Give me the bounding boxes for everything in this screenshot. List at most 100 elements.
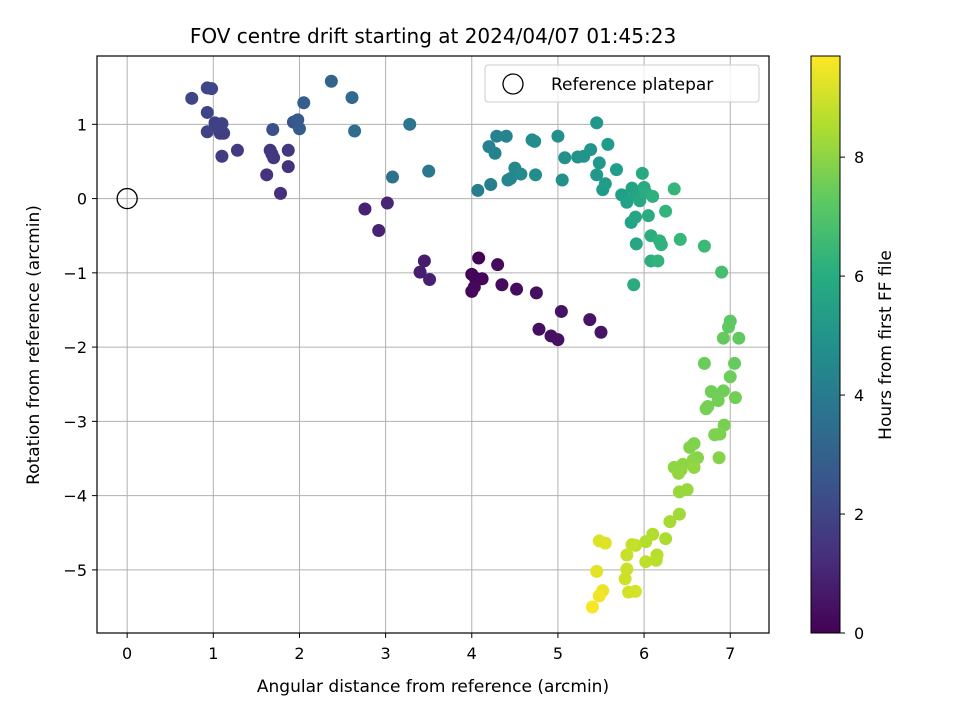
data-point bbox=[200, 105, 214, 119]
data-point bbox=[274, 186, 288, 200]
data-point bbox=[281, 160, 295, 174]
data-point bbox=[292, 122, 306, 136]
data-point bbox=[667, 182, 681, 196]
data-point bbox=[265, 147, 279, 161]
data-point bbox=[345, 91, 359, 105]
y-axis-label: Rotation from reference (arcmin) bbox=[24, 205, 44, 485]
colorbar-gradient bbox=[810, 55, 841, 634]
data-point bbox=[618, 572, 632, 586]
data-point bbox=[558, 151, 572, 165]
data-point bbox=[641, 209, 655, 223]
data-point bbox=[499, 129, 513, 143]
data-point bbox=[697, 239, 711, 253]
data-point bbox=[529, 168, 543, 182]
data-point bbox=[422, 164, 436, 178]
data-point bbox=[403, 117, 417, 131]
data-point bbox=[646, 189, 660, 203]
colorbar-tick-label: 6 bbox=[854, 267, 864, 286]
data-point bbox=[200, 125, 214, 139]
data-point bbox=[697, 356, 711, 370]
y-ticks: −5 −4 −3 −2 −1 0 1 bbox=[63, 115, 97, 580]
data-point bbox=[205, 82, 219, 96]
data-point bbox=[629, 237, 643, 251]
data-point bbox=[488, 146, 502, 160]
legend-marker bbox=[502, 73, 524, 95]
data-point bbox=[598, 177, 612, 191]
data-point bbox=[592, 156, 606, 170]
data-point bbox=[716, 384, 730, 398]
data-point bbox=[491, 258, 505, 272]
data-point bbox=[590, 168, 604, 182]
y-tick-label: −4 bbox=[63, 487, 87, 506]
data-point bbox=[358, 202, 372, 216]
data-point bbox=[728, 356, 742, 370]
data-point bbox=[266, 123, 280, 137]
data-point bbox=[324, 74, 338, 88]
x-tick-label: 7 bbox=[725, 644, 735, 663]
data-point bbox=[554, 304, 568, 318]
data-point bbox=[639, 555, 653, 569]
data-point bbox=[732, 331, 746, 345]
x-tick-label: 0 bbox=[122, 644, 132, 663]
data-point bbox=[484, 177, 498, 191]
data-point bbox=[215, 117, 229, 131]
data-point bbox=[610, 163, 624, 177]
grid bbox=[97, 56, 769, 633]
data-point bbox=[620, 548, 634, 562]
data-point bbox=[723, 370, 737, 384]
data-point bbox=[654, 238, 668, 252]
data-point bbox=[529, 286, 543, 300]
y-tick-label: 1 bbox=[77, 115, 87, 134]
data-point bbox=[185, 91, 199, 105]
data-point bbox=[659, 204, 673, 218]
colorbar-label: Hours from first FF file bbox=[876, 250, 896, 440]
data-point bbox=[471, 183, 485, 197]
data-point bbox=[260, 168, 274, 182]
data-point bbox=[510, 282, 524, 296]
data-point bbox=[659, 532, 673, 546]
colorbar-ticks: 0 2 4 6 8 bbox=[840, 148, 864, 643]
data-point bbox=[628, 584, 642, 598]
data-point bbox=[555, 173, 569, 187]
data-point bbox=[495, 278, 509, 292]
x-tick-label: 1 bbox=[208, 644, 218, 663]
data-point bbox=[601, 137, 615, 151]
data-point bbox=[672, 485, 686, 499]
data-point bbox=[715, 265, 729, 279]
data-point bbox=[413, 265, 427, 279]
data-point bbox=[551, 129, 565, 143]
data-point bbox=[584, 143, 598, 157]
colorbar-tick-label: 4 bbox=[854, 386, 864, 405]
data-point bbox=[504, 172, 518, 186]
x-ticks: 0 1 2 3 4 5 6 7 bbox=[122, 633, 735, 663]
data-point bbox=[514, 167, 528, 181]
data-point bbox=[672, 466, 686, 480]
data-point bbox=[620, 562, 634, 576]
data-point bbox=[712, 451, 726, 465]
data-point bbox=[297, 96, 311, 110]
data-point bbox=[627, 278, 641, 292]
x-tick-label: 2 bbox=[294, 644, 304, 663]
data-point bbox=[585, 600, 599, 614]
data-point bbox=[386, 170, 400, 184]
colorbar-tick-label: 2 bbox=[854, 505, 864, 524]
data-point bbox=[372, 224, 386, 238]
data-point bbox=[639, 535, 653, 549]
data-point bbox=[590, 116, 604, 130]
data-point bbox=[532, 322, 546, 336]
data-point bbox=[551, 333, 565, 347]
data-point bbox=[583, 313, 597, 327]
data-point bbox=[417, 254, 431, 268]
x-axis-label: Angular distance from reference (arcmin) bbox=[257, 677, 609, 697]
reference-point bbox=[116, 187, 138, 210]
y-tick-label: −3 bbox=[63, 412, 87, 431]
data-point bbox=[590, 564, 604, 578]
data-point bbox=[713, 427, 727, 441]
data-point bbox=[594, 325, 608, 339]
data-point bbox=[380, 196, 394, 210]
data-point bbox=[625, 538, 639, 552]
y-tick-label: −1 bbox=[63, 264, 87, 283]
x-tick-label: 6 bbox=[639, 644, 649, 663]
data-point bbox=[592, 589, 606, 603]
